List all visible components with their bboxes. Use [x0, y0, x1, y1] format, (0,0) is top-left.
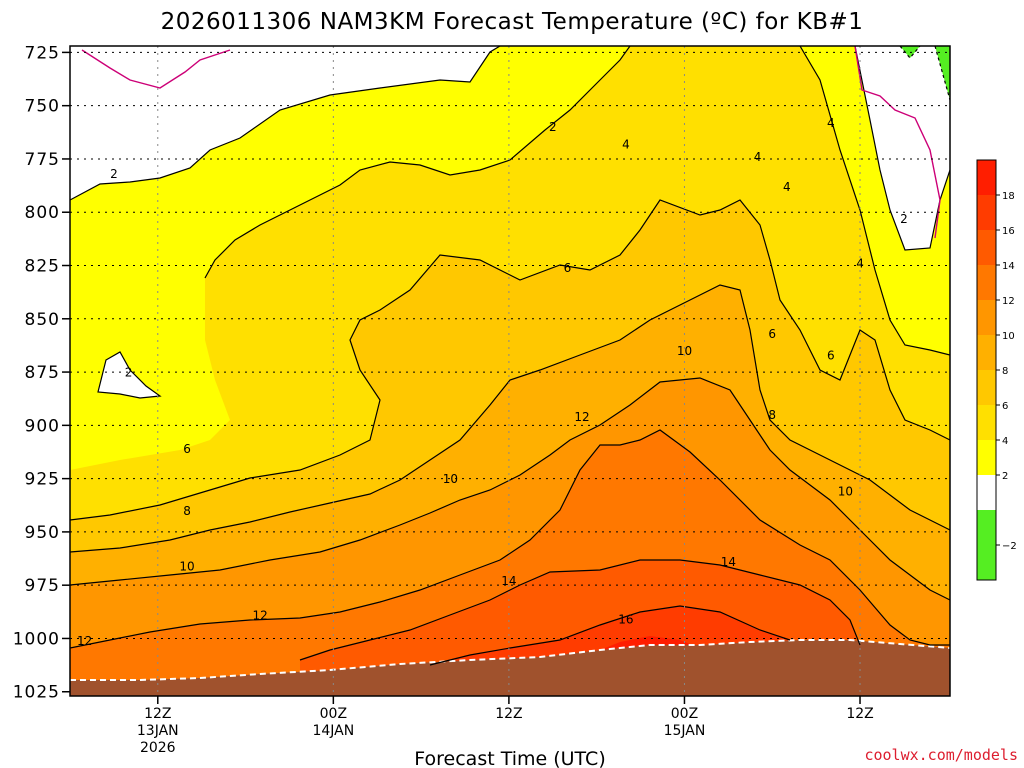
contour-label: 10 — [838, 485, 853, 499]
y-tick-label: 750 — [25, 97, 60, 117]
y-tick-label: 950 — [25, 523, 60, 543]
y-tick-label: 1025 — [13, 683, 60, 703]
contour-label: 4 — [827, 116, 835, 130]
x-tick-label: 12Z — [495, 706, 522, 722]
y-tick-label: 975 — [25, 576, 60, 596]
colorbar-tick-label: −2 — [1002, 541, 1017, 552]
colorbar-bin — [977, 335, 996, 370]
contour-label: 10 — [443, 472, 458, 486]
contour-label: 2 — [125, 365, 133, 379]
contour-label: 14 — [501, 574, 516, 588]
contour-label: 12 — [574, 410, 589, 424]
colorbar-tick-label: 2 — [1002, 471, 1008, 482]
band-below-2-left — [70, 46, 500, 200]
contour-line-minus2 — [899, 46, 950, 101]
contour-label: 6 — [768, 327, 776, 341]
x-tick-label: 12Z — [144, 706, 171, 722]
contour-label: 8 — [183, 504, 191, 518]
y-tick-label: 775 — [25, 150, 60, 170]
colorbar-bin — [977, 370, 996, 405]
credit-text: coolwx.com/models — [864, 746, 1018, 764]
contour-line-16 — [429, 605, 791, 666]
band-below-2-right — [855, 46, 950, 250]
colorbar-tick-label: 8 — [1002, 366, 1008, 377]
contour-label: 16 — [618, 613, 633, 627]
colorbar-bin — [977, 195, 996, 230]
colorbar-bin — [977, 160, 996, 195]
y-tick-label: 925 — [25, 470, 60, 490]
contour-line-14 — [299, 559, 861, 661]
contour-label: 12 — [77, 634, 92, 648]
plot-border — [69, 45, 951, 697]
contour-line-12 — [70, 429, 950, 649]
colorbar-tick-label: 4 — [1002, 436, 1008, 447]
contour-label: 2 — [900, 212, 908, 226]
contour-line-10 — [70, 377, 950, 601]
colorbar-tick-label: 14 — [1002, 261, 1015, 272]
contour-label: 2 — [110, 167, 118, 181]
colorbar: −2 2 4 6 8 10 12 14 16 18 — [976, 159, 1017, 581]
contour-label: 4 — [783, 180, 791, 194]
contour-line-4 — [204, 46, 950, 356]
colorbar-bin — [977, 300, 996, 335]
y-tick-label: 825 — [25, 257, 60, 277]
colorbar-tick-label: 10 — [1002, 331, 1015, 342]
contour-label: 4 — [622, 137, 630, 151]
x-tick-label: 00Z — [320, 706, 347, 722]
contour-label: 10 — [179, 559, 194, 573]
y-tick-label: 725 — [25, 43, 60, 63]
colorbar-bin — [977, 230, 996, 265]
contour-label: 8 — [768, 408, 776, 422]
contour-line-0 — [81, 46, 941, 239]
colorbar-tick-label: 6 — [1002, 401, 1008, 412]
y-tick-label: 1000 — [13, 629, 60, 649]
contour-label: 4 — [754, 150, 762, 164]
x-axis-label: Forecast Time (UTC) — [414, 748, 605, 768]
contour-label: 6 — [183, 442, 191, 456]
x-tick-label: 00Z — [671, 706, 698, 722]
x-tick-label: 12Z — [846, 706, 873, 722]
contour-label: 12 — [253, 608, 268, 622]
colorbar-tick-label: 18 — [1002, 191, 1015, 202]
x-tick-label: 13JAN — [137, 723, 179, 739]
x-tick-label: 2026 — [140, 740, 176, 756]
contour-lines — [70, 46, 950, 666]
colorbar-bin — [977, 265, 996, 300]
colorbar-bin — [977, 510, 996, 545]
x-tick-label: 14JAN — [312, 723, 354, 739]
below-ground-terrain — [70, 640, 950, 696]
colorbar-bin — [977, 440, 996, 475]
contour-line-2-pocket — [97, 351, 162, 399]
band-below-2-pocket — [98, 352, 160, 398]
contour-line-2 — [70, 46, 501, 201]
plot-area — [69, 45, 951, 697]
contour-labels: 2 2 2 2 4 4 4 4 4 6 6 6 6 8 8 10 10 10 10 12 12 12 14 14 16 — [77, 116, 908, 648]
contour-label: 4 — [856, 257, 864, 271]
contour-label: 6 — [564, 261, 572, 275]
y-axis: 725 750 775 800 825 850 875 900 925 950 975 1000 102… — [13, 43, 70, 703]
colorbar-bin — [977, 405, 996, 440]
y-tick-label: 850 — [25, 310, 60, 330]
contour-label: 10 — [677, 344, 692, 358]
colorbar-tick-label: 12 — [1002, 296, 1015, 307]
contour-label: 6 — [827, 348, 835, 362]
y-tick-label: 875 — [25, 363, 60, 383]
x-tick-label: 15JAN — [664, 723, 706, 739]
contour-line-8 — [70, 284, 950, 553]
contour-label: 14 — [721, 555, 736, 569]
colorbar-bin — [977, 545, 996, 580]
y-tick-label: 800 — [25, 203, 60, 223]
chart-title: 2026011306 NAM3KM Forecast Temperature (… — [161, 9, 864, 35]
contour-line-6 — [70, 199, 950, 521]
terrain-edge — [70, 639, 950, 681]
contour-label: 2 — [549, 120, 557, 134]
colorbar-bin — [977, 475, 996, 510]
y-tick-label: 900 — [25, 416, 60, 436]
colorbar-tick-label: 16 — [1002, 226, 1015, 237]
